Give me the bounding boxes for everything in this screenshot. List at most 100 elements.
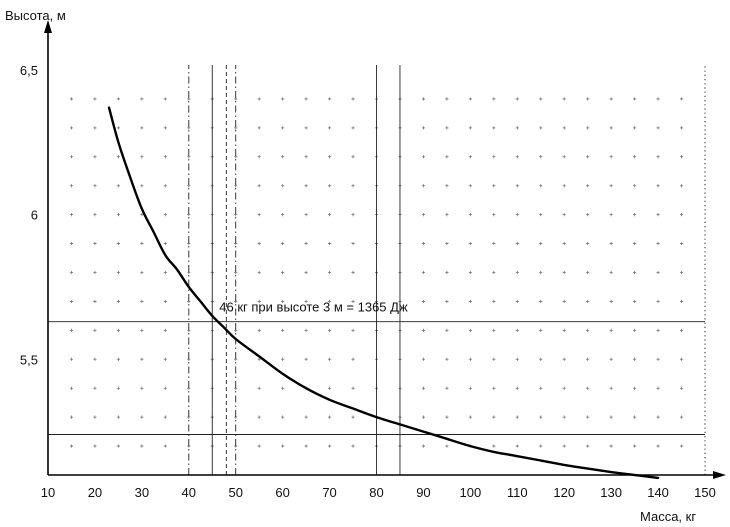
grid-mark [351,97,355,101]
grid-mark [562,444,566,448]
x-tick-label: 140 [647,485,669,500]
x-axis-arrow [713,471,726,479]
grid-mark [69,97,74,101]
grid-mark [492,415,496,419]
grid-mark [351,213,355,217]
grid-mark [327,126,332,130]
y-axis-arrow [44,20,52,33]
grid-mark [257,97,261,101]
grid-mark [656,386,660,390]
grid-mark [445,270,449,275]
x-tick-label: 130 [600,485,622,500]
grid-mark [633,184,637,188]
grid-mark [539,357,543,361]
grid-mark [609,415,613,419]
grid-mark [515,126,519,130]
grid-mark [281,299,285,304]
x-tick-label: 80 [369,485,383,500]
grid-mark [515,184,519,188]
grid-mark [468,386,472,390]
grid-mark [421,357,426,361]
grid-mark [633,97,637,101]
grid-mark [351,386,355,390]
grid-mark [281,328,285,332]
grid-mark [116,126,120,130]
grid-mark [492,357,496,361]
grid-mark [515,270,519,275]
grid-mark [257,299,261,304]
grid-mark [93,241,97,246]
grid-mark [445,444,449,448]
grid-mark [304,357,308,361]
grid-mark [351,444,355,448]
grid-mark [140,270,144,275]
grid-mark [421,155,426,159]
grid-mark [656,299,660,304]
grid-mark [93,357,97,361]
grid-mark [679,241,684,246]
grid-mark [116,415,120,419]
grid-mark [492,126,496,130]
grid-mark [468,155,472,159]
grid-mark [562,213,566,217]
grid-mark [515,97,519,101]
grid-mark [609,328,613,332]
grid-mark [116,386,120,390]
grid-mark [140,299,144,304]
grid-mark [327,97,332,101]
grid-mark [515,357,519,361]
grid-mark [116,97,120,101]
grid-mark [679,184,684,188]
grid-mark [327,270,332,275]
grid-mark [257,444,261,448]
grid-mark [679,126,684,130]
grid-mark [140,386,144,390]
grid-mark [515,444,519,448]
grid-mark [93,126,97,130]
grid-mark [633,415,637,419]
grid-mark [633,270,637,275]
grid-mark [163,155,167,159]
grid-mark [351,270,355,275]
grid-mark [351,299,355,304]
grid-mark [468,415,472,419]
x-tick-label: 60 [275,485,289,500]
grid-mark [281,184,285,188]
grid-mark [304,270,308,275]
grid-mark [515,213,519,217]
grid-mark [656,213,660,217]
grid-mark [679,299,684,304]
grid-mark [327,184,332,188]
grid-mark [281,155,285,159]
grid-mark [257,126,261,130]
grid-mark [140,213,144,217]
grid-mark [609,213,613,217]
grid-mark [679,328,684,332]
y-tick-label: 6,5 [20,63,38,78]
grid-mark [257,270,261,275]
grid-mark [539,126,543,130]
grid-mark [468,97,472,101]
grid-mark [140,184,144,188]
x-tick-label: 70 [322,485,336,500]
grid-mark [468,241,472,246]
grid-mark [445,299,449,304]
grid-mark [257,386,261,390]
grid-mark [586,184,590,188]
grid-mark [116,357,120,361]
grid-mark [281,444,285,448]
grid-mark [562,328,566,332]
grid-mark [69,357,74,361]
grid-mark [304,184,308,188]
grid-mark [609,444,613,448]
grid-mark [633,155,637,159]
grid-mark [445,415,449,419]
grid-mark [327,328,332,332]
y-tick-label: 6 [31,208,38,223]
grid-mark [586,328,590,332]
grid-mark [586,270,590,275]
grid-mark [421,299,426,304]
grid-mark [421,444,426,448]
grid-mark [445,357,449,361]
grid-mark [163,270,167,275]
